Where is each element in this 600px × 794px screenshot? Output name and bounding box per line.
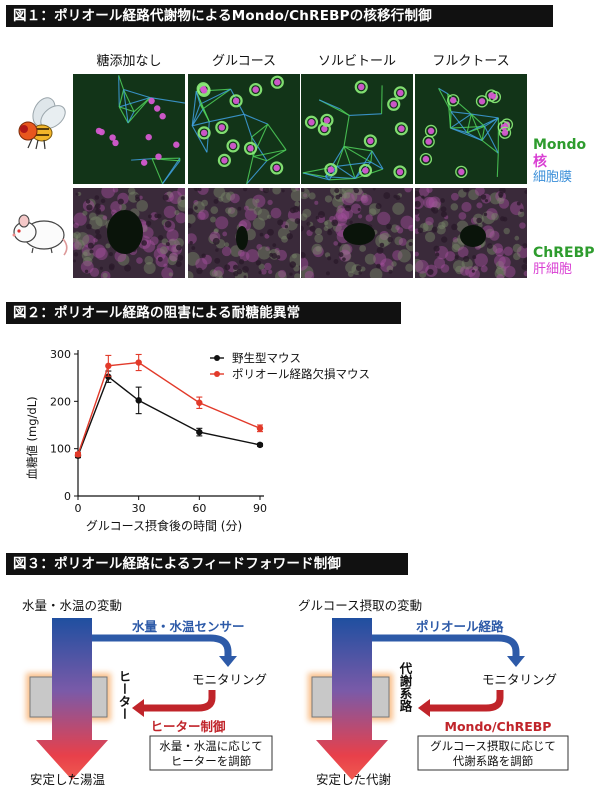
column-title-fructose: フルクトース (415, 50, 527, 69)
y-tick-label: 0 (64, 490, 71, 503)
data-point (105, 363, 111, 369)
fly-icon (8, 95, 68, 155)
data-point (257, 442, 263, 448)
right-sensor-label: ポリオール経路 (416, 619, 504, 634)
fig3-header: 図３：ポリオール経路によるフィードフォワード制御 (6, 553, 408, 575)
right-control-label: Mondo/ChREBP (445, 719, 552, 734)
fly-micrograph-sorbitol (301, 74, 413, 184)
x-tick-label: 60 (192, 502, 206, 515)
left-note-line2: ヒーターを調節 (171, 754, 252, 768)
right-top-label: グルコース摂取の変動 (298, 598, 422, 613)
legend-marker-knockout (214, 371, 220, 377)
x-tick-label: 30 (132, 502, 146, 515)
legend-chrebp: ChREBP (533, 245, 595, 261)
legend-knockout: ポリオール経路欠損マウス (232, 367, 370, 381)
y-tick-label: 300 (50, 348, 71, 361)
left-top-label: 水量・水温の変動 (22, 598, 122, 613)
data-point (135, 397, 141, 403)
mouse-micrograph-none (73, 188, 185, 278)
right-bottom-label: 安定した代謝 (316, 772, 391, 787)
y-tick-label: 100 (50, 443, 71, 456)
fly-micrograph-glucose (188, 74, 300, 184)
chart-legend: 野生型マウス ポリオール経路欠損マウス (210, 351, 370, 381)
data-point (135, 359, 141, 365)
legend-hepatocyte: 肝細胞 (533, 262, 572, 278)
glucose-tolerance-chart: 0 100 200 300 0 30 60 90 グルコース摂食後の時間 (分) 血糖値 (m… (20, 338, 400, 538)
legend-nucleus: 核 (533, 154, 547, 170)
mouse-icon (6, 205, 72, 260)
right-note-line1: グルコース摂取に応じて (430, 739, 556, 753)
fig2-header: 図２：ポリオール経路の阻害による耐糖能異常 (6, 302, 401, 324)
data-point (196, 400, 202, 406)
fly-micrograph-fructose (415, 74, 527, 184)
left-bottom-label: 安定した湯温 (30, 772, 106, 787)
mouse-micrograph-fructose (415, 188, 527, 278)
data-point (257, 425, 263, 431)
left-note-line1: 水量・水温に応じて (159, 739, 263, 753)
data-point (196, 429, 202, 435)
left-control-arrow (142, 690, 212, 708)
x-axis-label: グルコース摂食後の時間 (分) (86, 518, 242, 533)
fig1-header: 図１：ポリオール経路代謝物によるMondo/ChREBPの核移行制御 (6, 5, 553, 27)
legend-mondo: Mondo (533, 137, 586, 153)
left-monitor-label: モニタリング (192, 672, 267, 687)
y-tick-label: 200 (50, 395, 71, 408)
left-sensor-arrow (92, 638, 228, 658)
legend-membrane: 細胞膜 (533, 170, 572, 186)
right-actuator-label: 代謝系路 (398, 661, 413, 713)
legend-marker-wildtype (214, 355, 220, 361)
data-point (75, 451, 81, 457)
left-actuator-label: ヒーター (117, 670, 132, 720)
left-panel-heater: 水量・水温の変動 水量・水温センサー モニタリング ヒーター制御 ヒーター 水量… (22, 598, 272, 787)
mouse-micrograph-glucose (188, 188, 300, 278)
legend-wildtype: 野生型マウス (232, 351, 301, 365)
feedforward-diagram: 水量・水温の変動 水量・水温センサー モニタリング ヒーター制御 ヒーター 水量… (0, 580, 600, 790)
right-note-line2: 代謝系路を調節 (453, 754, 534, 768)
right-control-arrow (428, 690, 500, 708)
right-panel-metabolism: グルコース摂取の変動 ポリオール経路 モニタリング Mondo/ChREBP 代… (298, 598, 568, 787)
left-control-label: ヒーター制御 (150, 719, 226, 734)
column-title-sorbitol: ソルビトール (301, 50, 413, 69)
right-sensor-arrow (372, 638, 516, 658)
x-tick-label: 0 (75, 502, 82, 515)
mouse-micrograph-sorbitol (301, 188, 413, 278)
y-axis-label: 血糖値 (mg/dL) (25, 396, 39, 479)
left-sensor-label: 水量・水温センサー (132, 619, 245, 634)
fly-micrograph-none (73, 74, 185, 184)
column-title-glucose: グルコース (188, 50, 300, 69)
x-tick-label: 90 (253, 502, 267, 515)
right-monitor-label: モニタリング (482, 672, 557, 687)
column-title-none: 糖添加なし (73, 50, 185, 69)
